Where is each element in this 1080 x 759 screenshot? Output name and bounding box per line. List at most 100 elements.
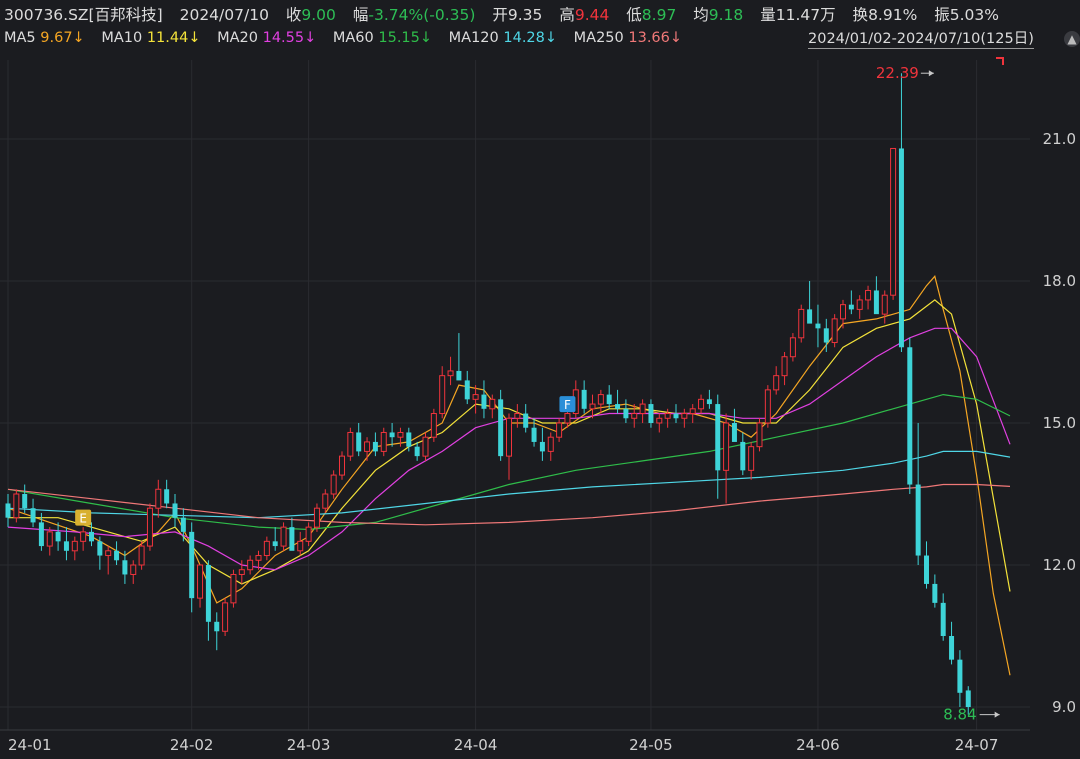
candle	[781, 352, 788, 386]
candle	[222, 598, 229, 636]
candle-body	[372, 441, 378, 452]
max-marker-label: 22.39	[876, 64, 919, 82]
volume-value: 11.47万	[775, 6, 836, 24]
candle	[706, 389, 712, 409]
candle	[789, 333, 796, 362]
candle-body	[430, 413, 437, 438]
candle-body	[648, 404, 654, 423]
candle-body	[489, 398, 496, 410]
chevron-up-icon[interactable]: ▲	[1064, 31, 1080, 47]
candle	[372, 432, 378, 457]
close-label: 收	[285, 6, 302, 24]
candle	[80, 527, 87, 551]
candle-body	[873, 290, 879, 315]
event-marker-label: F	[564, 398, 571, 412]
high-value: 9.44	[574, 6, 610, 24]
open-value: 9.35	[507, 6, 543, 24]
candle	[130, 560, 137, 584]
candle	[406, 427, 412, 452]
candle-body	[364, 441, 371, 452]
candle-body	[289, 527, 295, 551]
candle	[957, 650, 963, 707]
candle	[164, 479, 170, 509]
candle-body	[932, 583, 938, 603]
event-marker-label: E	[79, 512, 87, 526]
candle-body	[238, 569, 245, 575]
candle	[230, 569, 237, 608]
ma20-value: 14.55↓	[262, 30, 317, 46]
candle	[823, 318, 829, 352]
ma-line-ma5	[7, 275, 1011, 676]
candle-body	[924, 555, 929, 584]
ma10-value: 11.44↓	[146, 30, 201, 46]
ma-line-ma120	[7, 450, 1011, 519]
candle-body	[280, 526, 287, 547]
candle-layer	[5, 73, 971, 715]
candle	[873, 276, 879, 315]
candle-body	[523, 413, 529, 428]
candle	[523, 404, 529, 433]
x-tick-label: 24-05	[629, 736, 673, 754]
candle	[648, 399, 654, 428]
candle	[539, 427, 545, 461]
candle	[313, 503, 320, 532]
candle	[915, 423, 921, 565]
avg-label: 均	[693, 6, 709, 24]
event-marker-box	[75, 509, 92, 526]
candle	[272, 527, 278, 551]
candle	[615, 389, 621, 414]
candle-body	[940, 602, 946, 636]
candle	[764, 385, 771, 428]
ma120-value: 14.28↓	[503, 30, 558, 46]
candle-body	[723, 422, 730, 471]
candle-body	[673, 413, 679, 419]
candle	[114, 541, 120, 565]
candle	[5, 494, 11, 528]
ma20-label: MA20	[217, 30, 258, 46]
candle-body	[46, 531, 53, 547]
candle	[456, 333, 462, 381]
date-value: 2024/07/10	[179, 6, 269, 24]
candle	[798, 304, 805, 343]
corner-marker	[996, 57, 1004, 65]
candle-body	[706, 399, 712, 405]
candle-body	[781, 356, 788, 377]
candle	[280, 522, 287, 551]
ma60-value: 15.15↓	[378, 30, 433, 46]
min-marker-label: 8.84	[943, 706, 976, 724]
moving-average-layer	[7, 275, 1011, 676]
candle	[681, 408, 688, 428]
candle	[815, 304, 821, 348]
candle	[356, 423, 362, 457]
candle-body	[180, 517, 186, 532]
candle-body	[664, 413, 671, 419]
candle-body	[313, 507, 320, 528]
candle	[247, 555, 254, 575]
y-tick-label: 18.0	[1043, 272, 1076, 290]
candle-body	[606, 394, 612, 405]
candle-body	[414, 446, 420, 457]
candle	[447, 356, 454, 386]
candle	[389, 423, 395, 447]
candle	[639, 399, 646, 423]
candle	[122, 550, 128, 584]
candle	[740, 432, 746, 476]
candle	[55, 522, 61, 551]
candle-body	[255, 555, 262, 561]
candle	[856, 295, 863, 319]
date-range-selector[interactable]: 2024/01/02-2024/07/10(125日)	[808, 31, 1034, 49]
candle-body	[297, 540, 304, 552]
candle-body	[681, 413, 688, 419]
candle-body	[740, 441, 746, 471]
candle	[773, 366, 780, 395]
candle	[238, 560, 245, 584]
ma-legend: MA5 9.67↓ MA10 11.44↓ MA20 14.55↓ MA60 1…	[4, 30, 682, 46]
candle-body	[506, 417, 512, 457]
candle-body	[439, 375, 446, 415]
candle-body	[389, 432, 395, 438]
candle-body	[481, 394, 487, 409]
candle	[949, 621, 955, 665]
candle	[689, 404, 696, 423]
candle-body	[330, 474, 337, 495]
candle	[556, 418, 563, 442]
